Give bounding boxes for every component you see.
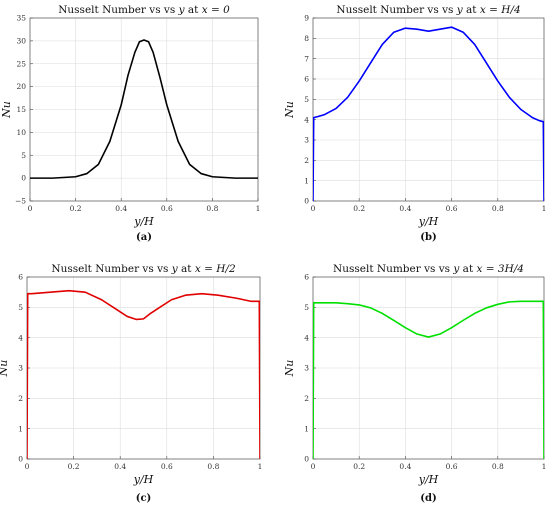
axes-frame bbox=[29, 17, 259, 202]
subfigure-caption: (a) bbox=[136, 232, 152, 243]
x-tick-label: 1 bbox=[256, 204, 261, 213]
x-tick-label: 0 bbox=[311, 204, 316, 213]
x-tick-label: 1 bbox=[258, 462, 263, 471]
subfigure-caption: (b) bbox=[420, 232, 436, 243]
x-tick-label: 0.2 bbox=[353, 462, 365, 471]
x-axis-label: y/H bbox=[133, 473, 154, 486]
y-tick-label: 3 bbox=[304, 364, 309, 373]
y-tick-label: 6 bbox=[304, 273, 309, 282]
x-axis-label: y/H bbox=[133, 215, 154, 228]
chart-panel-3: 0 0.2 0.4 0.6 0.8 1 0 1 2 3 4 5 6 Nusselt Number vs v… bbox=[283, 263, 546, 504]
x-tick-label: 0.2 bbox=[68, 462, 80, 471]
y-tick-label: 2 bbox=[18, 394, 23, 403]
x-tick-label: 0.8 bbox=[492, 462, 504, 471]
y-tick-label: 0 bbox=[21, 174, 26, 183]
subfigure-caption: (d) bbox=[420, 493, 436, 504]
y-tick-label: 3 bbox=[18, 364, 23, 373]
y-tick-label: 5 bbox=[304, 303, 309, 312]
y-tick-label: 2 bbox=[304, 394, 309, 403]
y-tick-label: 5 bbox=[304, 95, 309, 104]
x-tick-label: 0.4 bbox=[114, 462, 126, 471]
y-tick-label: 9 bbox=[304, 14, 309, 23]
y-tick-label: 1 bbox=[304, 424, 309, 433]
y-tick-label: 15 bbox=[16, 105, 26, 114]
chart-title: Nusselt Number vs vs y at x = H/2 bbox=[51, 263, 236, 275]
x-tick-label: 0.4 bbox=[399, 204, 411, 213]
y-tick-label: 7 bbox=[304, 54, 309, 63]
chart-panel-1: 0 0.2 0.4 0.6 0.8 1 0 1 2 3 4 5 6 7 8 9 Nusselt Number v… bbox=[283, 4, 546, 243]
series-line bbox=[27, 289, 260, 459]
y-axis-label: Nu bbox=[0, 101, 13, 119]
y-tick-label: 0 bbox=[304, 455, 309, 464]
y-tick-label: 10 bbox=[16, 128, 26, 137]
series-line bbox=[313, 26, 544, 201]
y-tick-label: −5 bbox=[15, 197, 26, 206]
x-tick-label: 0 bbox=[311, 462, 316, 471]
x-tick-label: 1 bbox=[542, 204, 547, 213]
series-line bbox=[313, 300, 544, 459]
chart-panel-2: 0 0.2 0.4 0.6 0.8 1 0 1 2 3 4 5 6 Nusselt Number vs v… bbox=[0, 263, 262, 504]
x-axis-label: y/H bbox=[418, 473, 439, 486]
chart-title: Nusselt Number vs vs y at x = 0 bbox=[58, 4, 230, 16]
x-tick-label: 0.2 bbox=[353, 204, 365, 213]
y-axis-label: Nu bbox=[0, 360, 10, 378]
x-tick-label: 0 bbox=[28, 204, 33, 213]
x-tick-label: 0.6 bbox=[161, 462, 173, 471]
y-tick-label: 4 bbox=[304, 115, 309, 124]
x-tick-label: 0.6 bbox=[161, 204, 173, 213]
y-tick-label: 0 bbox=[304, 197, 309, 206]
y-tick-label: 1 bbox=[304, 176, 309, 185]
y-axis-label: Nu bbox=[283, 101, 296, 119]
x-tick-label: 0.8 bbox=[206, 204, 218, 213]
x-tick-label: 0.4 bbox=[399, 462, 411, 471]
y-tick-label: 4 bbox=[304, 333, 309, 342]
y-tick-label: 1 bbox=[18, 424, 23, 433]
plot-area bbox=[313, 18, 544, 201]
y-tick-label: 6 bbox=[18, 273, 23, 282]
y-tick-label: 30 bbox=[16, 36, 26, 45]
y-tick-label: 3 bbox=[304, 136, 309, 145]
y-tick-label: 8 bbox=[304, 34, 309, 43]
y-tick-label: 35 bbox=[16, 14, 26, 23]
y-tick-label: 5 bbox=[18, 303, 23, 312]
x-tick-label: 1 bbox=[542, 462, 547, 471]
y-tick-label: 20 bbox=[16, 82, 26, 91]
x-tick-label: 0.2 bbox=[70, 204, 82, 213]
y-tick-label: 6 bbox=[304, 75, 309, 84]
subfigure-caption: (c) bbox=[136, 493, 152, 504]
chart-title: Nusselt Number vs vs y at x = H/4 bbox=[336, 4, 520, 16]
x-tick-label: 0.6 bbox=[446, 462, 458, 471]
x-axis-label: y/H bbox=[418, 215, 439, 228]
y-tick-label: 25 bbox=[16, 59, 26, 68]
y-axis-label: Nu bbox=[283, 360, 296, 378]
y-tick-label: 4 bbox=[18, 333, 23, 342]
axes-frame bbox=[312, 17, 545, 202]
x-tick-label: 0 bbox=[25, 462, 30, 471]
x-tick-label: 0.4 bbox=[115, 204, 127, 213]
series-line bbox=[30, 39, 258, 179]
y-tick-label: 5 bbox=[21, 151, 26, 160]
chart-title: Nusselt Number vs vs y at x = 3H/4 bbox=[333, 263, 524, 275]
y-tick-label: 0 bbox=[18, 455, 23, 464]
y-tick-label: 2 bbox=[304, 156, 309, 165]
x-tick-label: 0.6 bbox=[446, 204, 458, 213]
x-tick-label: 0.8 bbox=[207, 462, 219, 471]
x-tick-label: 0.8 bbox=[492, 204, 504, 213]
